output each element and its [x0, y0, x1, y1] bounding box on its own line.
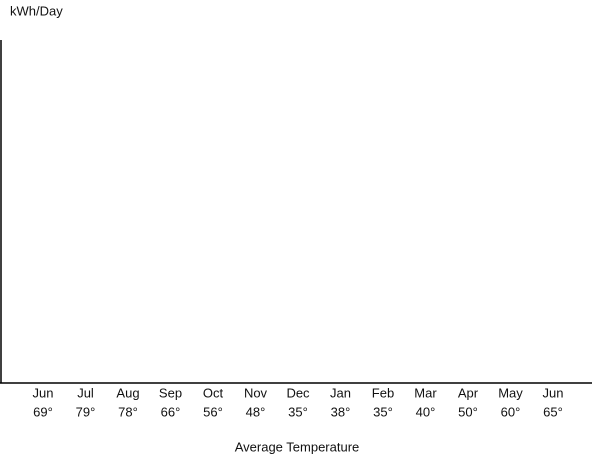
x-tick-label: Oct — [203, 385, 224, 400]
x-tick-label: Jan — [330, 385, 351, 400]
temperature-label: 60° — [501, 404, 521, 419]
x-tick-label: Mar — [414, 385, 437, 400]
temperature-label: 35° — [288, 404, 308, 419]
temperature-label: 65° — [543, 404, 563, 419]
x-tick-label: Nov — [244, 385, 268, 400]
x-tick-label: Apr — [458, 385, 479, 400]
x-tick-label: Dec — [286, 385, 310, 400]
x-axis-label: Average Temperature — [235, 439, 360, 454]
x-tick-label: May — [498, 385, 523, 400]
temperature-label: 56° — [203, 404, 223, 419]
y-axis-label: kWh/Day — [10, 3, 63, 18]
x-tick-label: Jul — [77, 385, 94, 400]
temperature-label: 38° — [331, 404, 351, 419]
temperature-label: 78° — [118, 404, 138, 419]
temperature-label: 50° — [458, 404, 478, 419]
temperature-label: 48° — [246, 404, 266, 419]
x-tick-label: Jun — [33, 385, 54, 400]
x-tick-label: Sep — [159, 385, 182, 400]
x-tick-label: Feb — [372, 385, 394, 400]
temperature-label: 66° — [161, 404, 181, 419]
temperature-label: 69° — [33, 404, 53, 419]
temperature-label: 35° — [373, 404, 393, 419]
temperature-label: 40° — [416, 404, 436, 419]
x-tick-label: Aug — [116, 385, 139, 400]
x-tick-label: Jun — [543, 385, 564, 400]
temperature-label: 79° — [76, 404, 96, 419]
